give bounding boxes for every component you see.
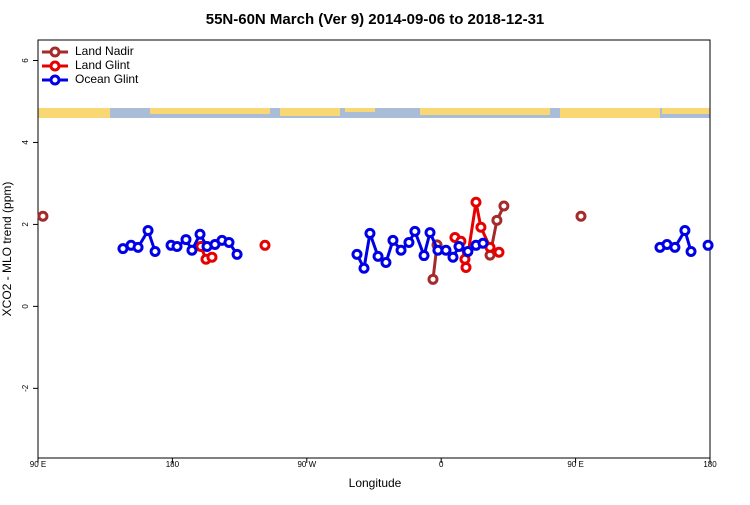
point <box>669 241 681 253</box>
point <box>132 241 144 253</box>
legend-label: Land Nadir <box>75 44 134 58</box>
y-axis-label: XCO2 - MLO trend (ppm) <box>0 182 14 317</box>
x-tick-label: 90 E <box>30 460 46 469</box>
point <box>462 245 474 257</box>
point <box>447 251 459 263</box>
x-tick-label: 180 <box>703 460 717 469</box>
point <box>186 244 198 256</box>
point <box>194 228 206 240</box>
point <box>575 210 587 222</box>
legend-marker <box>49 46 61 58</box>
y-tick-label: 0 <box>21 304 30 309</box>
point <box>358 262 370 274</box>
point <box>491 214 503 226</box>
legend-label: Ocean Glint <box>75 72 139 86</box>
point <box>259 239 271 251</box>
x-tick-label: 90 E <box>567 460 583 469</box>
point <box>180 234 192 246</box>
point <box>372 250 384 262</box>
point <box>380 257 392 269</box>
point <box>387 234 399 246</box>
point <box>418 250 430 262</box>
legend-label: Land Glint <box>75 58 130 72</box>
point <box>470 196 482 208</box>
x-axis-label: Longitude <box>349 476 402 490</box>
y-tick-label: 2 <box>21 222 30 227</box>
point <box>231 248 243 260</box>
point <box>206 251 218 263</box>
point <box>142 225 154 237</box>
x-tick-label: 180 <box>166 460 180 469</box>
x-tick-label: 0 <box>439 460 444 469</box>
map-strip <box>38 108 710 118</box>
point <box>424 227 436 239</box>
chart-title: 55N-60N March (Ver 9) 2014-09-06 to 2018… <box>206 11 545 28</box>
x-tick-label: 90 W <box>297 460 316 469</box>
point <box>364 227 376 239</box>
point <box>702 239 714 251</box>
point <box>453 241 465 253</box>
legend-marker <box>49 74 61 86</box>
point <box>477 237 489 249</box>
point <box>403 236 415 248</box>
point <box>351 248 363 260</box>
legend-marker <box>49 60 61 72</box>
point <box>498 200 510 212</box>
point <box>149 245 161 257</box>
y-tick-label: -2 <box>21 384 30 392</box>
point <box>37 210 49 222</box>
point <box>395 244 407 256</box>
point <box>427 273 439 285</box>
y-tick-label: 6 <box>21 58 30 63</box>
point <box>409 225 421 237</box>
point <box>679 225 691 237</box>
point <box>223 236 235 248</box>
point <box>475 221 487 233</box>
point <box>171 241 183 253</box>
point <box>440 244 452 256</box>
y-tick-label: 4 <box>21 140 30 145</box>
point <box>493 246 505 258</box>
point <box>460 261 472 273</box>
point <box>685 245 697 257</box>
